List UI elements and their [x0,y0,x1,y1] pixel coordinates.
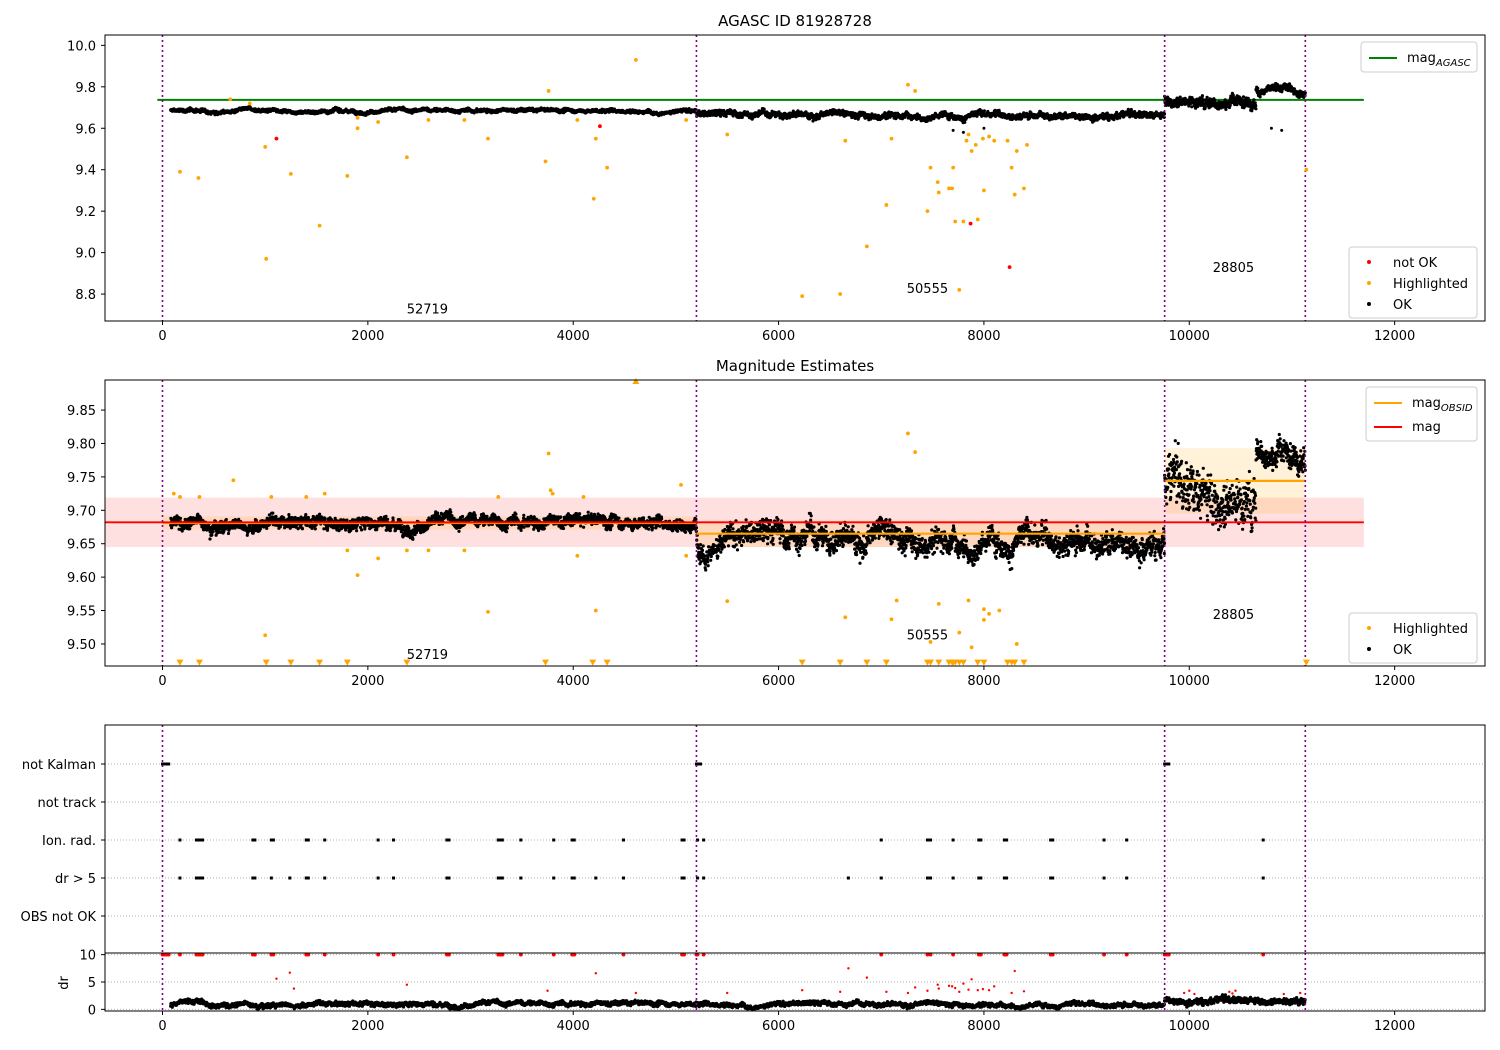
y-tick-label: 9.4 [75,164,96,179]
agasc-panel: AGASC ID 81928728 0 2000 4000 6000 8000 10000… [67,12,1486,344]
x-tick-label: 6000 [762,329,795,344]
ok-point [1203,105,1207,109]
y-tick-label: 9.0 [75,247,96,262]
y-tick-label: 9.8 [75,81,96,96]
ok-point [1178,95,1182,99]
ok-point [1224,107,1228,111]
x-tick-label: 10000 [1169,329,1210,344]
x-tick-label: 8000 [967,329,1000,344]
y-tick-label: 10.0 [67,39,96,54]
ok-point [1256,86,1260,90]
x-tick-label: 12000 [1374,329,1415,344]
ok-point [1133,110,1137,114]
ok-point [963,120,967,124]
ok-point [1252,98,1256,102]
y-tick-label: 9.2 [75,205,96,220]
ok-point [1254,107,1258,111]
ok-point [1200,94,1204,98]
ok-point [1258,95,1262,99]
ok-point [724,114,728,118]
ok-point [1254,104,1258,108]
x-tick-label: 0 [158,329,166,344]
y-tick-label: 9.6 [75,122,96,137]
x-tick-label: 4000 [557,329,590,344]
agasc-panel-title: AGASC ID 81928728 [718,12,872,30]
ok-point [1107,118,1111,122]
ok-point [1205,95,1209,99]
ok-point [1162,112,1167,116]
ok-point [950,111,954,116]
ok-point [982,109,987,113]
x-tick-label: 2000 [351,329,384,344]
y-tick-label: 8.8 [75,288,96,303]
